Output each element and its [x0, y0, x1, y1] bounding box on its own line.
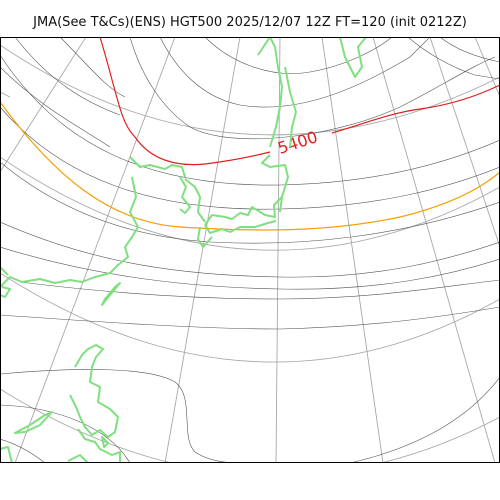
coastline-philippines-islands	[101, 436, 109, 448]
contour-line	[0, 306, 500, 330]
contour-line	[0, 246, 500, 290]
coastline-china-north	[129, 176, 139, 228]
meridian-line	[14, 37, 176, 463]
coastline-bohai	[0, 266, 9, 276]
coastline-sakhalin-east	[284, 66, 297, 148]
coastline-hainan	[101, 282, 121, 306]
contour-line	[0, 54, 500, 186]
contour-5400-label: 5400	[275, 127, 320, 158]
contour-line	[0, 66, 111, 148]
parallel-line	[0, 156, 500, 251]
contour-line	[59, 37, 126, 98]
meridian-line	[0, 91, 11, 98]
contour-line	[0, 161, 500, 244]
contour-line	[19, 279, 500, 300]
parallel-line	[0, 44, 500, 136]
contour-5700-line	[0, 101, 500, 231]
graticule	[0, 37, 500, 463]
contour-line	[0, 438, 46, 463]
coastline-china-coast	[0, 226, 139, 288]
contour-line	[129, 37, 496, 140]
map-frame	[0, 37, 500, 463]
parallel-line	[0, 388, 500, 463]
contour-line	[0, 404, 131, 463]
coastline-philippines	[69, 344, 119, 438]
contour-line	[14, 37, 121, 116]
coastlines	[0, 37, 367, 463]
contour-line	[159, 37, 431, 108]
coastline-sakhalin	[257, 37, 283, 148]
coastline-taiwan	[0, 286, 11, 298]
height-contours	[0, 37, 500, 463]
contour-line	[204, 37, 393, 74]
coastline-korea	[179, 176, 191, 214]
meridian-line	[0, 37, 87, 173]
map-panel: 5400	[0, 37, 500, 463]
coastline-south-edge-2	[67, 454, 89, 463]
meridian-line	[474, 37, 500, 98]
contour-5400-line	[331, 84, 500, 134]
contour-line	[0, 106, 500, 210]
coastline-japan-main	[204, 220, 277, 234]
coastline-primorye	[129, 156, 186, 178]
coastline-japan-north	[204, 196, 283, 226]
contour-line	[0, 221, 500, 278]
coastline-philippines-south	[77, 428, 121, 463]
contour-line	[439, 37, 500, 63]
meridian-line	[321, 37, 384, 463]
contour-line	[349, 376, 500, 463]
coastline-kyushu	[197, 226, 213, 248]
coastline-korea-west	[184, 178, 206, 223]
coastline-south-edge	[0, 446, 13, 463]
meridian-line	[164, 37, 241, 463]
contour-line	[0, 369, 241, 463]
contour-5400-line	[99, 37, 271, 166]
coastline-borneo-edge	[14, 411, 53, 434]
parallel-line	[0, 272, 500, 363]
coastline-kamchatka	[339, 37, 367, 78]
chart-title: JMA(See T&Cs)(ENS) HGT500 2025/12/07 12Z…	[33, 15, 467, 30]
map-svg: 5400	[0, 37, 500, 463]
meridian-line	[372, 37, 496, 463]
meridian-line	[429, 37, 500, 248]
contour-line	[407, 37, 500, 80]
